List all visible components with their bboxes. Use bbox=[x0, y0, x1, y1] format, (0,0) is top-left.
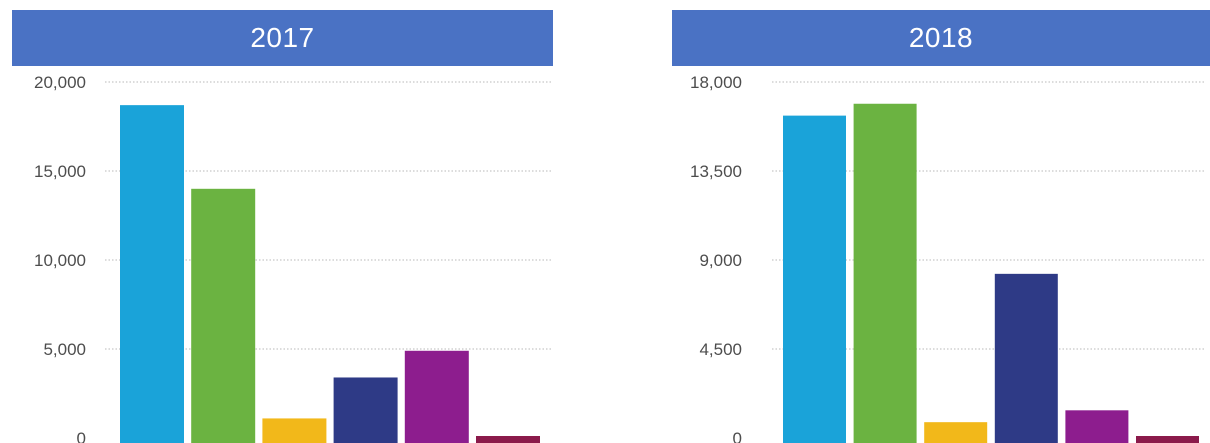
bar-2017-2 bbox=[191, 188, 256, 443]
bar-2018-6 bbox=[1136, 436, 1199, 443]
y-tick-label-2018-4: 18,000 bbox=[690, 73, 742, 92]
chart-title-2017: 2017 bbox=[12, 10, 553, 66]
y-tick-label-2018-2: 9,000 bbox=[699, 251, 742, 270]
y-tick-label-2018-0: 0 bbox=[733, 429, 742, 443]
bar-2017-5 bbox=[404, 350, 469, 443]
y-tick-label-2017-0: 0 bbox=[77, 429, 86, 443]
chart-2017: 0 5,000 10,000 15,000 20,000 bbox=[34, 73, 552, 443]
bar-2017-1 bbox=[120, 105, 184, 443]
y-tick-label-2017-3: 15,000 bbox=[34, 162, 86, 181]
chart-panel-2017: 2017 0 5,000 10,000 15,000 20,000 bbox=[0, 0, 560, 443]
bar-2017-6 bbox=[476, 436, 540, 443]
bar-2018-2 bbox=[853, 103, 917, 443]
bar-2017-3 bbox=[262, 418, 327, 443]
bar-2018-3 bbox=[924, 422, 988, 443]
chart-2018: 0 4,500 9,000 13,500 18,000 bbox=[690, 73, 1205, 443]
y-tick-label-2018-1: 4,500 bbox=[699, 340, 742, 359]
bar-2017-4 bbox=[333, 377, 398, 443]
bar-2018-4 bbox=[994, 273, 1058, 443]
chart-panel-2018: 2018 0 4,500 9,000 13,500 18,000 bbox=[660, 0, 1210, 443]
bar-2018-5 bbox=[1065, 410, 1129, 443]
bar-2018-1 bbox=[783, 115, 846, 443]
y-tick-label-2018-3: 13,500 bbox=[690, 162, 742, 181]
y-tick-label-2017-2: 10,000 bbox=[34, 251, 86, 270]
chart-title-2018: 2018 bbox=[672, 10, 1210, 66]
y-tick-label-2017-1: 5,000 bbox=[43, 340, 86, 359]
y-tick-label-2017-4: 20,000 bbox=[34, 73, 86, 92]
